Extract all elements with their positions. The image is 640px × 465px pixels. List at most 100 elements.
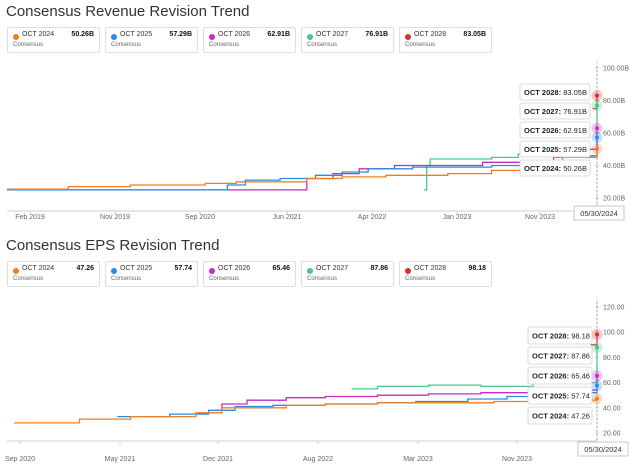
legend-card[interactable]: OCT 2025 57.29B Consensus bbox=[105, 27, 198, 53]
x-tick-label: Mar 2023 bbox=[403, 456, 433, 463]
series-end-dot bbox=[595, 93, 599, 98]
y-tick-label: 60.00B bbox=[603, 131, 626, 138]
legend-dot-icon bbox=[307, 34, 313, 40]
tooltip-series-name: OCT 2027: bbox=[524, 107, 563, 116]
legend-dot-icon bbox=[111, 268, 117, 274]
chart-title: Consensus Revenue Revision Trend bbox=[6, 3, 250, 20]
legend-dot-icon bbox=[13, 268, 19, 274]
tooltip-box bbox=[519, 140, 591, 158]
eps-revision-panel: Consensus EPS Revision Trend OCT 2024 47.… bbox=[0, 234, 640, 465]
y-tick-label: 100.00 bbox=[603, 330, 625, 337]
legend-card[interactable]: OCT 2025 57.74 Consensus bbox=[105, 261, 198, 287]
legend-dot-icon bbox=[405, 34, 411, 40]
crosshair-date-label: 05/30/2024 bbox=[584, 445, 622, 454]
y-tick-label: 40.00 bbox=[603, 405, 621, 412]
legend-series-source: Consensus bbox=[307, 276, 338, 282]
series-line[interactable] bbox=[14, 398, 598, 424]
legend-series-value: 98.18 bbox=[468, 265, 486, 272]
legend-card[interactable]: OCT 2028 83.05B Consensus bbox=[399, 27, 492, 53]
legend-series-name: OCT 2028 bbox=[414, 31, 447, 38]
tooltip-text: OCT 2025: 57.29B bbox=[524, 145, 587, 154]
legend-card[interactable]: OCT 2027 87.86 Consensus bbox=[301, 261, 394, 287]
series-end-dot bbox=[595, 373, 599, 378]
legend-series-value: 87.86 bbox=[370, 265, 388, 272]
x-tick-label: Nov 2023 bbox=[525, 214, 555, 221]
legend-series-name: OCT 2027 bbox=[316, 265, 349, 272]
crosshair-date-box bbox=[577, 441, 629, 457]
legend-card[interactable]: OCT 2024 50.26B Consensus bbox=[7, 27, 100, 53]
tooltip-text: OCT 2026: 65.46 bbox=[532, 371, 590, 380]
legend-card[interactable]: OCT 2026 65.46 Consensus bbox=[203, 261, 296, 287]
crosshair-date-label: 05/30/2024 bbox=[580, 209, 618, 218]
x-tick-label: Jun 2021 bbox=[273, 214, 302, 221]
x-tick-label: Sep 2020 bbox=[185, 214, 215, 221]
tooltip-text: OCT 2028: 83.05B bbox=[524, 88, 587, 97]
x-tick-label: Aug 2022 bbox=[303, 456, 333, 463]
series-end-dot bbox=[595, 332, 599, 337]
legend-dot-icon bbox=[111, 34, 117, 40]
eps-chart-svg[interactable]: 120.00 100.00 80.00 60.00 40.00 20.00 Sep 2020… bbox=[0, 234, 640, 465]
y-tick-label: 20.00B bbox=[603, 196, 626, 203]
revenue-chart-svg[interactable]: 100.00B 80.00B 60.00B 40.00B 20.00B Feb 2019 N… bbox=[0, 0, 640, 232]
tooltip-box bbox=[527, 406, 593, 425]
tooltip-text: OCT 2025: 57.74 bbox=[532, 391, 590, 400]
legend-series-value: 62.91B bbox=[267, 31, 290, 38]
legend-series-name: OCT 2025 bbox=[120, 265, 153, 272]
y-tick-label: 100.00B bbox=[603, 66, 629, 73]
series-line[interactable] bbox=[7, 128, 598, 191]
legend-dot-icon bbox=[209, 268, 215, 274]
legend-dot-icon bbox=[307, 268, 313, 274]
series-line[interactable] bbox=[590, 334, 598, 346]
legend-series-value: 83.05B bbox=[463, 31, 486, 38]
series-end-dot bbox=[595, 146, 599, 151]
tooltip-text: OCT 2027: 87.86 bbox=[532, 351, 590, 360]
legend-series-name: OCT 2026 bbox=[218, 265, 251, 272]
legend-series-source: Consensus bbox=[13, 276, 44, 282]
x-tick-label: May 2021 bbox=[105, 456, 136, 463]
legend-dot-icon bbox=[13, 34, 19, 40]
legend-card[interactable]: OCT 2027 76.91B Consensus bbox=[301, 27, 394, 53]
y-tick-label: 80.00 bbox=[603, 355, 621, 362]
series-end-dot bbox=[595, 345, 599, 350]
legend-card[interactable]: OCT 2024 47.26 Consensus bbox=[7, 261, 100, 287]
y-tick-label: 60.00 bbox=[603, 380, 621, 387]
legend-cards: OCT 2024 50.26B Consensus OCT 2025 57.29B Con… bbox=[7, 27, 597, 55]
tooltip-series-value: 57.29B bbox=[563, 145, 587, 154]
tooltip-box bbox=[519, 121, 591, 139]
tooltip-text: OCT 2026: 62.91B bbox=[524, 126, 587, 135]
series-line[interactable] bbox=[7, 148, 598, 190]
y-tick-label: 80.00B bbox=[603, 98, 626, 105]
tooltip-series-name: OCT 2027: bbox=[532, 351, 571, 360]
legend-series-name: OCT 2028 bbox=[414, 265, 447, 272]
legend-card[interactable]: OCT 2026 62.91B Consensus bbox=[203, 27, 296, 53]
legend-series-source: Consensus bbox=[405, 276, 436, 282]
tooltip-series-name: OCT 2025: bbox=[524, 145, 563, 154]
x-tick-label: Sep 2020 bbox=[5, 456, 35, 463]
legend-dot-icon bbox=[405, 268, 411, 274]
legend-series-name: OCT 2025 bbox=[120, 31, 153, 38]
legend-cards: OCT 2024 47.26 Consensus OCT 2025 57.74 Conse… bbox=[7, 261, 597, 289]
legend-series-source: Consensus bbox=[209, 276, 240, 282]
legend-series-name: OCT 2027 bbox=[316, 31, 349, 38]
series-end-dot bbox=[595, 396, 599, 401]
tooltip-text: OCT 2028: 98.18 bbox=[532, 331, 590, 340]
legend-series-value: 57.29B bbox=[169, 31, 192, 38]
tooltip-series-value: 65.46 bbox=[571, 371, 590, 380]
tooltip-box bbox=[527, 326, 593, 345]
chart-title: Consensus EPS Revision Trend bbox=[6, 237, 220, 254]
tooltip-box bbox=[519, 159, 591, 177]
tooltip-text: OCT 2024: 47.26 bbox=[532, 411, 590, 420]
tooltip-series-name: OCT 2028: bbox=[532, 331, 571, 340]
tooltip-box bbox=[519, 102, 591, 120]
y-tick-label: 20.00 bbox=[603, 431, 621, 438]
series-end-dot bbox=[595, 126, 599, 131]
tooltip-series-value: 83.05B bbox=[563, 88, 587, 97]
legend-series-source: Consensus bbox=[13, 42, 44, 48]
y-tick-label: 120.00 bbox=[603, 305, 625, 312]
tooltip-series-value: 47.26 bbox=[571, 411, 590, 420]
x-tick-label: Apr 2022 bbox=[358, 214, 387, 221]
legend-series-value: 47.26 bbox=[76, 265, 94, 272]
legend-card[interactable]: OCT 2028 98.18 Consensus bbox=[399, 261, 492, 287]
tooltip-series-value: 87.86 bbox=[571, 351, 590, 360]
x-tick-label: Feb 2019 bbox=[15, 214, 45, 221]
